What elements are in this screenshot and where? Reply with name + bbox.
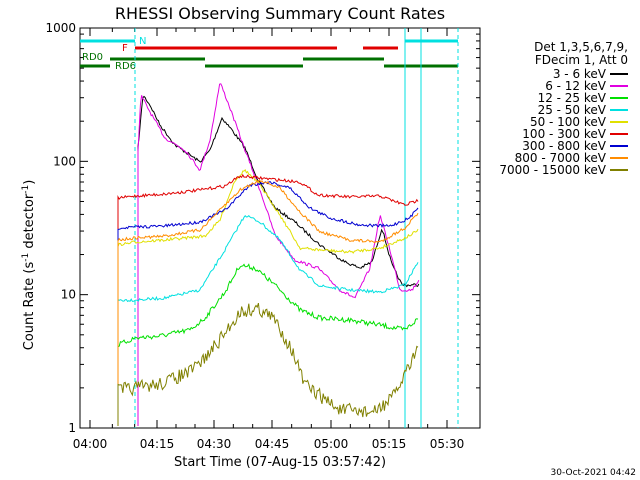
series-line [117,263,419,426]
y-tick-label: 10 [61,288,76,302]
flag-label-f: F [122,43,128,54]
legend: Det 1,3,5,6,7,9, FDecim 1, Att 0 3 - 6 k… [499,40,628,177]
legend-entry-label: 300 - 800 keV [522,139,606,153]
series-line [117,179,419,426]
legend-entry-label: 100 - 300 keV [522,127,606,141]
detector-info-line-1: Det 1,3,5,6,7,9, [534,40,628,54]
plot-frame [79,27,481,429]
x-tick-label: 05:15 [372,437,407,451]
legend-entry-label: 12 - 25 keV [538,91,607,105]
flag-label-rd0: RD0 [82,52,103,63]
legend-entry-label: 800 - 7000 keV [515,151,607,165]
y-tick-label: 100 [53,154,76,168]
flag-label-rd6: RD6 [115,61,136,72]
x-tick-label: 05:30 [430,437,465,451]
y-label-part-3: ) [22,180,37,185]
y-label-sup-1: -1 [21,253,31,262]
plot-area [79,27,481,429]
x-tick-label: 04:45 [255,437,290,451]
render-timestamp: 30-Oct-2021 04:42 [551,468,636,478]
legend-entry-label: 25 - 50 keV [538,103,607,117]
series-line [117,302,419,426]
chart-title: RHESSI Observing Summary Count Rates [115,4,445,23]
x-axis-label: Start Time (07-Aug-15 03:57:42) [174,455,386,470]
y-label-part-1: Count Rate (s [22,262,37,351]
y-label-sup-2: -1 [21,185,31,194]
legend-entry-label: 3 - 6 keV [553,67,607,81]
x-tick-label: 05:00 [314,437,349,451]
y-axis-ticks: 1 10 100 1000 [45,21,480,435]
y-axis-label: Count Rate (s-1 detector-1) [21,180,37,351]
legend-entry-label: 6 - 12 keV [545,79,607,93]
series-lines [117,83,420,426]
flag-label-n: N [139,36,146,47]
series-line [117,214,419,426]
series-line [137,83,420,426]
y-label-part-2: detector [22,193,37,253]
series-line [117,181,419,426]
detector-info-line-2: FDecim 1, Att 0 [535,53,628,67]
y-tick-label: 1000 [45,21,76,35]
x-tick-label: 04:00 [73,437,108,451]
flag-bars: NF RD0 RD6 [80,28,459,428]
legend-entry-label: 7000 - 15000 keV [499,163,606,177]
y-tick-label: 1 [68,421,76,435]
x-tick-label: 04:30 [197,437,232,451]
series-line [117,169,419,426]
series-line [137,95,420,426]
x-tick-label: 04:15 [140,437,175,451]
series-line [117,173,419,426]
legend-entry-label: 50 - 100 keV [530,115,607,129]
x-axis-ticks: 04:00 04:15 04:30 04:45 05:00 05:15 05:30 [73,28,465,451]
